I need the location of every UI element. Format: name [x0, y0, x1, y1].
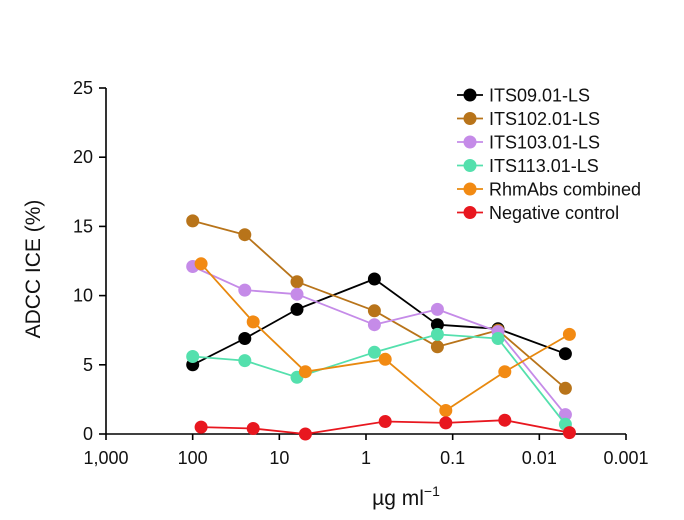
legend-label: ITS113.01-LS — [489, 156, 599, 176]
y-axis-title: ADCC ICE (%) — [22, 200, 45, 339]
data-point — [298, 365, 312, 379]
x-axis-title-main: µg ml — [372, 487, 424, 510]
legend-entry: ITS103.01-LS — [457, 133, 600, 153]
legend-layer: ITS09.01-LS ITS102.01-LS ITS103.01-LS ITS11… — [457, 86, 641, 223]
data-point — [378, 415, 392, 428]
legend-label: RhmAbs combined — [489, 180, 641, 200]
axes-layer: 0 5 10 15 20 25 1,000 100 10 1 0.1 0.01 0.001 ADCC IC… — [22, 78, 649, 510]
legend-entry: ITS113.01-LS — [457, 156, 599, 176]
data-point — [246, 315, 260, 329]
x-tick-label: 0.1 — [440, 448, 465, 468]
legend-entry: Negative control — [457, 203, 619, 223]
y-tick-label: 20 — [73, 147, 93, 167]
legend-label: ITS102.01-LS — [489, 109, 600, 129]
data-point — [558, 347, 572, 361]
x-tick-label: 1 — [361, 448, 371, 468]
data-point — [498, 365, 512, 379]
data-point — [194, 257, 208, 271]
legend-entry: ITS09.01-LS — [457, 86, 590, 106]
data-point — [430, 327, 444, 341]
x-tick-label: 10 — [269, 448, 289, 468]
series-group — [194, 257, 576, 417]
series-group — [186, 260, 572, 422]
data-point — [562, 426, 576, 440]
y-tick-label: 0 — [83, 424, 93, 444]
data-point — [558, 408, 572, 422]
legend-marker — [463, 206, 477, 219]
x-axis-title-superscript: −1 — [424, 483, 440, 499]
series-group — [194, 413, 576, 441]
legend-marker — [463, 112, 477, 125]
legend-marker — [463, 182, 477, 196]
x-tick-label: 0.01 — [522, 448, 557, 468]
data-point — [238, 283, 252, 297]
legend-entry: ITS102.01-LS — [457, 109, 600, 129]
legend-marker — [463, 135, 477, 149]
data-point — [290, 287, 304, 301]
data-point — [430, 340, 444, 354]
data-point — [367, 272, 381, 286]
series-group — [186, 214, 572, 395]
data-point — [367, 304, 381, 318]
legend-label: ITS09.01-LS — [489, 86, 590, 106]
x-tick-label: 0.001 — [603, 448, 648, 468]
data-point — [367, 318, 381, 332]
series-layer — [186, 214, 576, 441]
data-point — [430, 302, 444, 316]
legend-entry: RhmAbs combined — [457, 180, 641, 200]
data-point — [439, 416, 453, 430]
legend-label: Negative control — [489, 203, 619, 223]
y-tick-label: 15 — [73, 216, 93, 236]
data-point — [562, 327, 576, 341]
data-point — [439, 404, 453, 417]
data-point — [298, 427, 312, 441]
legend-marker — [463, 159, 477, 172]
data-point — [186, 350, 200, 363]
data-point — [491, 332, 505, 345]
data-point — [378, 352, 392, 366]
x-tick-label: 1,000 — [83, 448, 128, 468]
data-point — [290, 275, 304, 289]
y-tick-label: 25 — [73, 78, 93, 98]
data-point — [186, 214, 200, 228]
legend-label: ITS103.01-LS — [489, 133, 600, 153]
data-point — [367, 345, 381, 359]
data-point — [238, 332, 252, 345]
data-point — [430, 318, 444, 332]
x-axis-title: µg ml−1 — [372, 483, 440, 510]
x-tick-label: 100 — [178, 448, 208, 468]
y-tick-label: 10 — [73, 286, 93, 306]
data-point — [238, 354, 252, 368]
data-point — [238, 228, 252, 242]
series-group — [186, 327, 572, 431]
legend-marker — [463, 88, 477, 102]
data-point — [498, 413, 512, 427]
data-point — [246, 422, 260, 435]
data-point — [194, 420, 208, 434]
y-tick-label: 5 — [83, 355, 93, 375]
data-point — [558, 381, 572, 395]
data-point — [290, 302, 304, 316]
